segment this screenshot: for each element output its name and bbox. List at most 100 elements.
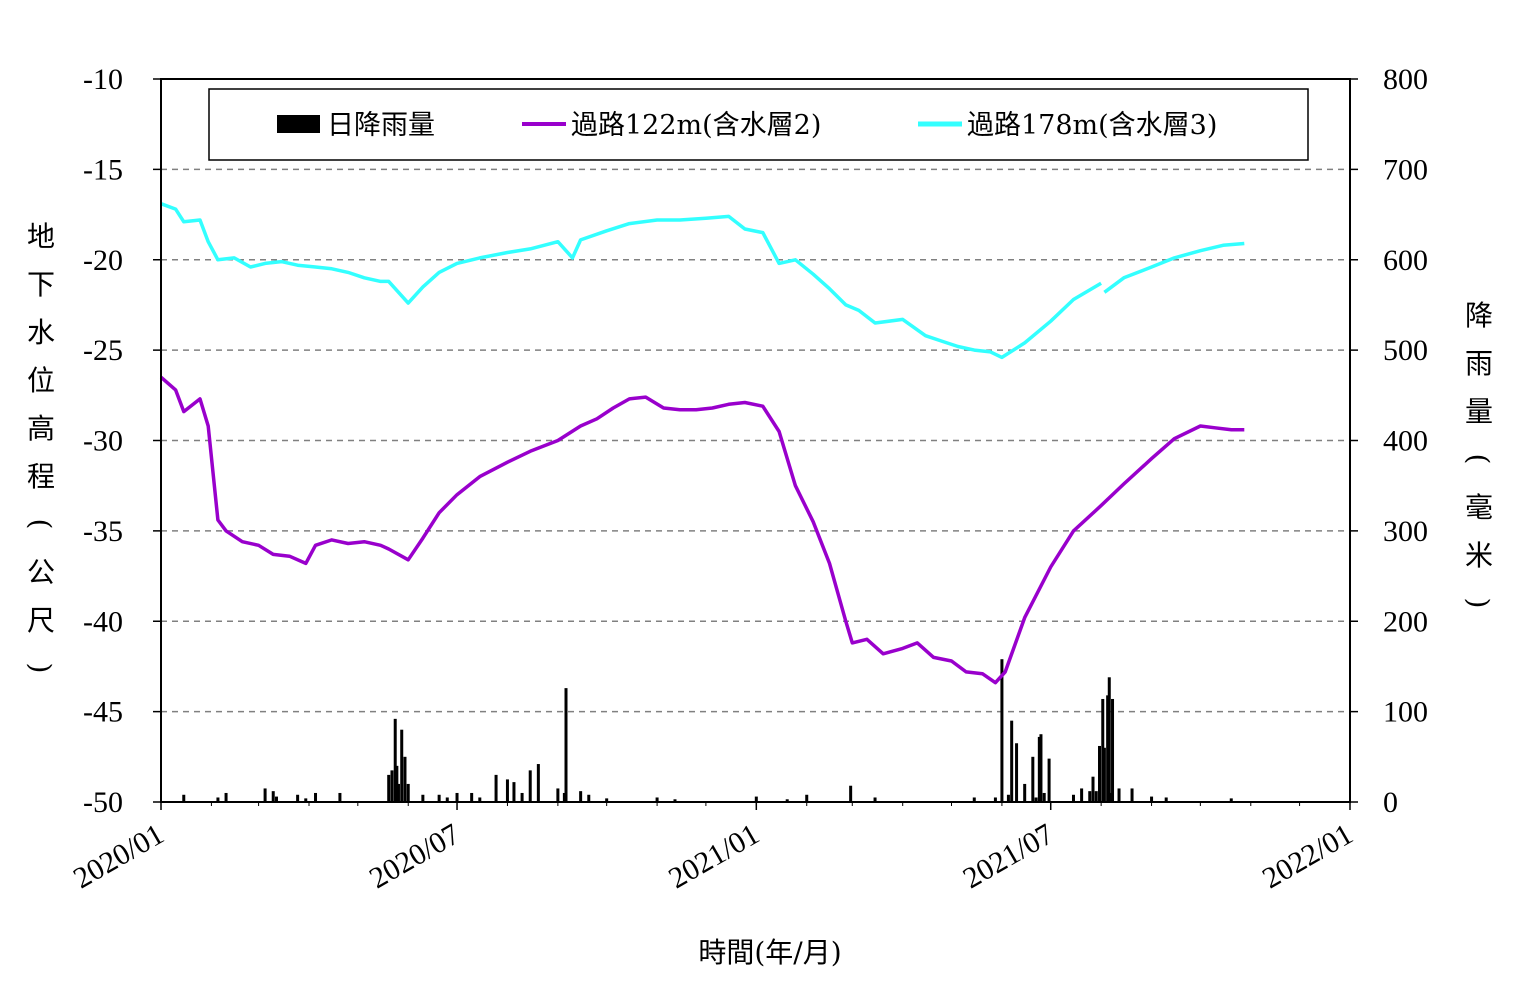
rain-bar [1088,791,1092,802]
rain-bar [1117,788,1121,802]
rain-bar [338,792,342,802]
rain-bar [396,783,400,802]
series-line [1103,241,1245,294]
rain-bar [605,798,609,802]
rain-bar [1150,796,1154,802]
axis-label-char: 高 [27,412,55,445]
rain-bar [1107,677,1111,802]
rain-bar [536,764,540,802]
axis-label-char: 水 [27,316,55,349]
rain-bar [1101,698,1105,802]
rain-bar [1023,783,1027,802]
y-right-tick-label: 200 [1383,605,1428,638]
axis-label-char: 位 [27,364,55,397]
rain-bar [873,797,877,802]
axis-label-char: 降 [1465,299,1493,332]
rain-bar [437,794,441,802]
axes: -10 800 -15 700 -20 600 -25 500 -30 400 -35 300 -40 2… [68,63,1428,895]
rain-bar [395,765,399,802]
y-right-tick-label: 300 [1383,515,1428,548]
rain-bar [400,729,404,802]
legend-label-aq3: 過路178m(含水層3) [967,110,1217,141]
rain-bar [1164,797,1168,802]
rain-bar [1109,792,1113,802]
axis-label-char: 米 [1465,539,1493,572]
y-right-tick-label: 100 [1383,696,1428,729]
legend-box [208,88,1309,161]
axis-label-char: ) [1462,598,1495,609]
rain-bar [1098,745,1102,802]
rain-bar [505,779,509,802]
rain-bar [494,774,498,802]
rain-bar [1042,792,1046,802]
rain-bar [271,791,275,802]
series-line [160,202,1102,360]
rain-bar [512,782,516,802]
y-right-tick-label: 500 [1383,334,1428,367]
y-right-tick-label: 700 [1383,153,1428,186]
rain-bar [304,798,308,802]
rain-bar [1080,788,1084,802]
rain-bar [785,799,789,802]
axis-label-char: 下 [27,268,55,301]
rain-bar [1034,797,1038,802]
rain-bar [1106,695,1110,802]
legend: 日降雨量 過路122m(含水層2) 過路178m(含水層3) [208,88,1309,161]
rain-bar [1000,659,1004,802]
rain-bar [805,794,809,802]
rain-bar [1091,776,1095,802]
rain-bar [406,783,410,802]
rain-bar [216,797,220,802]
series-lines [159,202,1245,685]
y-left-tick-label: -25 [83,334,123,367]
rain-bar [296,794,300,802]
rain-bar [1094,791,1098,802]
y-left-tick-label: -20 [83,244,123,277]
rain-bar [387,774,391,802]
x-axis-label: 時間(年/月) [698,936,841,969]
rain-bar [520,792,524,802]
rain-bar [587,794,591,802]
axis-label-char: 量 [1465,395,1493,428]
rain-bar [470,792,474,802]
x-tick-label: 2020/01 [68,817,170,895]
rain-bar [1102,747,1106,802]
axis-label-char: 程 [27,460,55,493]
rain-bar [564,688,568,802]
rain-bar [403,756,407,802]
y-left-tick-label: -40 [83,605,123,638]
x-tick-label: 2021/07 [958,817,1060,895]
axis-label-char: ) [24,663,57,674]
y-left-tick-label: -30 [83,425,123,458]
axis-label-char: 尺 [27,604,55,637]
rain-bar [528,770,532,802]
y-right-tick-label: 800 [1383,63,1428,96]
rain-bar [673,799,677,802]
rain-bar [182,794,186,802]
gridlines [161,168,1350,713]
y-axis-right-label: 降雨量 (毫米) [1462,299,1495,608]
rain-bar [1111,698,1115,802]
series-line [159,375,1245,685]
rain-bar [1037,736,1041,802]
rain-bar [556,788,560,802]
x-tick-label: 2020/07 [364,817,466,895]
rain-bar [972,797,976,802]
y-left-tick-label: -45 [83,696,123,729]
axis-label-char: 毫 [1465,491,1493,524]
rain-bar [849,785,853,802]
rain-bar [455,792,459,802]
rain-bar [1015,743,1019,802]
y-right-tick-label: 600 [1383,244,1428,277]
y-right-tick-label: 0 [1383,786,1398,819]
rain-bar [655,797,659,802]
rain-bar [1039,734,1043,802]
rain-bar [1006,794,1010,802]
y-right-tick-label: 400 [1383,425,1428,458]
rain-bar [274,796,278,802]
rain-bar [478,797,482,802]
rain-bar [562,792,566,802]
rain-bar [993,797,997,802]
